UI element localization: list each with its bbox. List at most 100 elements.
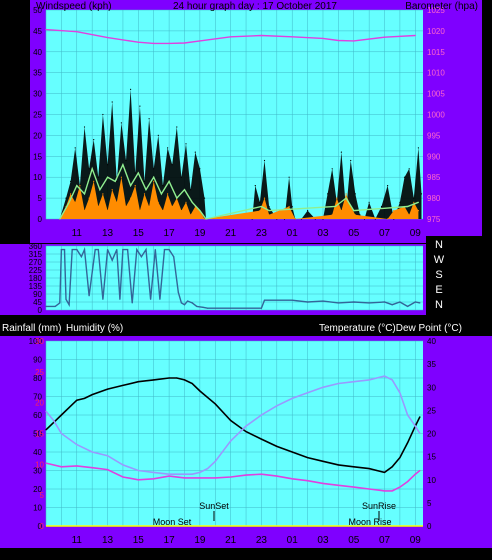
wind-point <box>203 197 206 199</box>
wind_avg-point <box>99 189 101 191</box>
direction-point <box>107 249 109 251</box>
wind-point <box>125 159 127 162</box>
gust-point <box>180 210 182 212</box>
temperature-point <box>68 407 70 409</box>
wind_avg-point <box>107 176 109 178</box>
direction-point <box>97 249 99 251</box>
direction-point <box>391 304 393 306</box>
barometer-point <box>199 40 201 42</box>
humidity-point <box>183 473 186 475</box>
barometer-point <box>322 37 324 40</box>
direction-point <box>59 302 61 304</box>
humidity-point <box>307 392 309 394</box>
temperature-x-tick: 13 <box>102 535 114 546</box>
direction-left-tick: 135 <box>29 282 43 291</box>
direction-point <box>122 249 124 251</box>
temperature-left-tick: 10 <box>33 504 42 513</box>
wind_avg-point <box>137 172 139 174</box>
wind-point <box>399 201 401 203</box>
temperature-point <box>322 460 324 462</box>
direction-point <box>83 249 86 251</box>
direction-point <box>140 256 142 258</box>
wind-right-tick: 980 <box>427 194 441 203</box>
humidity-point <box>168 473 170 475</box>
gust-point <box>167 193 169 195</box>
gust-point <box>185 201 187 203</box>
temperature-left-tick: 90 <box>33 356 42 365</box>
wind_avg-point <box>122 164 124 166</box>
temperature-x-tick: 01 <box>287 535 299 546</box>
gust-point <box>148 205 150 208</box>
wind-point <box>350 159 352 162</box>
wind_avg-point <box>168 180 170 182</box>
temperature-right-tick: 15 <box>427 453 436 462</box>
wind_avg-point <box>353 210 355 212</box>
direction-point <box>76 249 78 251</box>
direction-point <box>150 298 152 300</box>
direction-point <box>71 249 73 251</box>
temperature-right-tick: 35 <box>427 360 436 369</box>
direction-point <box>191 302 193 304</box>
dewpoint-point <box>307 480 309 482</box>
temperature-point <box>276 445 278 447</box>
direction-point <box>54 305 56 307</box>
temperature-point <box>399 457 401 459</box>
humidity-point <box>376 377 378 379</box>
temperature-right-tick: 10 <box>427 476 436 485</box>
temperature-x-tick: 17 <box>164 535 176 546</box>
direction-point <box>322 300 324 302</box>
wind-left-tick: 15 <box>33 152 42 161</box>
barometer-point <box>107 37 109 39</box>
humidity-point <box>107 455 109 457</box>
wind-x-tick: 19 <box>194 228 206 239</box>
wind-point <box>368 201 370 203</box>
wind-point <box>148 118 150 120</box>
temperature-point <box>230 419 232 422</box>
gust-point <box>294 218 296 220</box>
wind-point <box>97 176 99 178</box>
temperature-point <box>153 379 155 381</box>
barometer-point <box>230 36 232 38</box>
wind_avg-point <box>407 205 409 208</box>
barometer-point <box>168 42 170 45</box>
wind_avg-point <box>334 205 336 208</box>
gust-point <box>268 214 270 216</box>
wind-left-tick: 50 <box>33 6 42 15</box>
wind-left-tick: 30 <box>33 90 42 99</box>
wind-point <box>107 164 109 166</box>
dewpoint-point <box>414 473 416 475</box>
wind-point <box>327 193 329 195</box>
wind_avg-point <box>205 218 207 220</box>
wind-left-tick: 25 <box>33 111 42 120</box>
gust-point <box>111 189 113 191</box>
direction-point <box>207 307 209 309</box>
wind-point <box>171 164 173 166</box>
compass-label: N <box>435 239 443 251</box>
humidity-point <box>337 382 339 385</box>
direction-left-tick: 360 <box>29 242 43 251</box>
wind_avg-point <box>260 205 262 208</box>
direction-point <box>307 301 309 303</box>
dewpoint-point <box>276 475 278 477</box>
direction-point <box>88 295 90 297</box>
dewpoint-point <box>168 475 170 477</box>
wind-point <box>153 168 155 170</box>
dewpoint-point <box>291 478 293 480</box>
temperature-point <box>91 394 93 396</box>
humidity-point <box>353 381 355 383</box>
humidity-label: Humidity (%) <box>66 323 123 334</box>
temperature-x-tick: 23 <box>256 535 268 546</box>
direction-point <box>168 249 170 251</box>
gust-point <box>107 210 109 212</box>
direction-point <box>45 305 47 307</box>
direction-point <box>154 249 156 251</box>
wind-left-tick: 0 <box>38 215 43 224</box>
gust-point <box>288 205 290 208</box>
humidity-point <box>383 375 386 377</box>
humidity-point <box>53 420 55 422</box>
direction-point <box>419 302 421 304</box>
direction-point <box>68 304 70 306</box>
direction-point <box>163 249 166 251</box>
humidity-point <box>191 473 193 475</box>
